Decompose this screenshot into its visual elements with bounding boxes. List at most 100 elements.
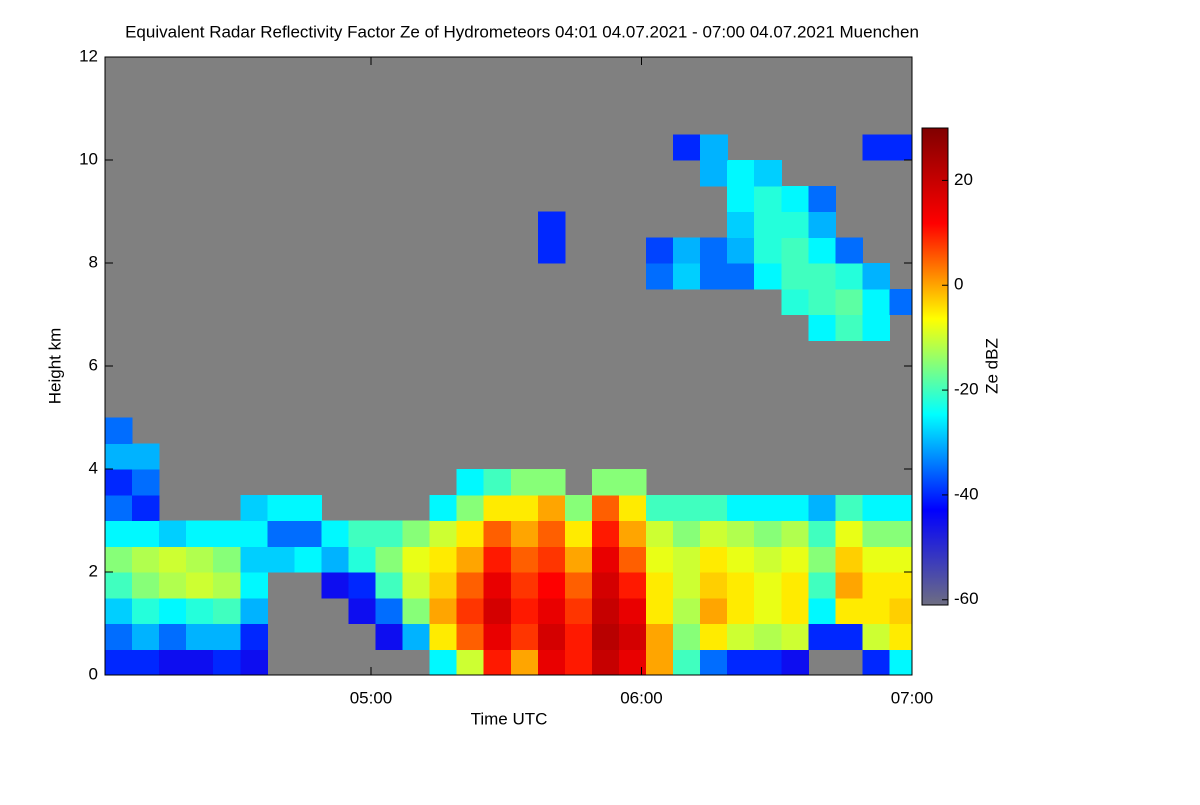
heat-cell [835, 572, 864, 599]
heat-cell [700, 237, 728, 264]
heat-cell [673, 237, 701, 264]
heat-cell [646, 546, 674, 573]
heat-cell [862, 263, 891, 290]
heat-cell [646, 494, 674, 522]
heat-cell [889, 623, 912, 650]
heat-cell [808, 623, 836, 650]
heat-cell [700, 494, 728, 522]
heat-cell [564, 597, 593, 625]
heat-cell [159, 597, 187, 625]
heat-cell [700, 520, 728, 547]
heat-cell [240, 494, 268, 522]
heat-cell [700, 134, 728, 161]
heat-cell [700, 546, 728, 573]
heat-cell [646, 520, 674, 547]
heat-cell [564, 649, 593, 675]
heat-cell [348, 520, 377, 547]
heat-cell [862, 288, 891, 316]
heat-cell [429, 546, 458, 573]
heat-cell [808, 288, 836, 316]
colorbar-tick-label: -60 [954, 589, 979, 608]
heat-cell [240, 572, 268, 599]
heat-cell [835, 546, 864, 573]
heat-cell [186, 649, 214, 675]
heat-cell [105, 623, 133, 650]
heat-cell [889, 649, 912, 675]
heat-cell [754, 263, 782, 290]
heat-cell [781, 649, 809, 675]
heat-cell [348, 546, 377, 573]
heat-cell [808, 185, 836, 213]
heat-cell [186, 520, 214, 547]
heat-cell [105, 494, 133, 522]
heat-cell [456, 469, 485, 496]
heat-cell [537, 494, 566, 522]
heat-cell [186, 623, 214, 650]
colorbar [921, 127, 949, 606]
chart-title: Equivalent Radar Reflectivity Factor Ze … [125, 22, 919, 41]
y-tick-label: 0 [89, 664, 98, 683]
heat-cell [186, 546, 214, 573]
heat-cell [240, 520, 268, 547]
heat-cell [456, 649, 485, 675]
heat-cell [618, 520, 647, 547]
colorbar-tick-label: 20 [954, 170, 973, 189]
heat-cell [537, 572, 566, 599]
heat-cell [429, 520, 458, 547]
heat-cell [402, 623, 431, 650]
heat-cell [700, 649, 728, 675]
heat-cell [132, 546, 160, 573]
heat-cell [240, 546, 268, 573]
heat-cell [591, 469, 620, 496]
heat-cell [483, 469, 512, 496]
heat-cell [646, 572, 674, 599]
heat-cell [456, 546, 485, 573]
heat-cell [727, 572, 755, 599]
heat-cell [375, 597, 404, 625]
heat-cell [240, 597, 268, 625]
heat-cell [618, 469, 647, 496]
heat-cell [754, 649, 782, 675]
heat-cell [132, 520, 160, 547]
heat-cell [646, 597, 674, 625]
heat-cell [402, 520, 431, 547]
heat-cell [483, 546, 512, 573]
heat-cell [348, 597, 377, 625]
colorbar-tick-label: -20 [954, 380, 979, 399]
heat-cell [835, 520, 864, 547]
heat-cell [781, 211, 809, 238]
heat-cell [781, 263, 809, 290]
heat-cell [618, 572, 647, 599]
heat-cell [673, 263, 701, 290]
heat-cell [456, 520, 485, 547]
heat-cell [835, 237, 864, 264]
heat-cell [510, 520, 539, 547]
heat-cell [754, 185, 782, 213]
heat-cell [537, 211, 566, 238]
heat-cell [835, 263, 864, 290]
heat-cell [862, 649, 891, 675]
heat-cell [727, 649, 755, 675]
y-tick-label: 2 [89, 561, 98, 580]
heat-cell [429, 597, 458, 625]
heat-cell [294, 546, 323, 573]
heat-cell [591, 494, 620, 522]
heat-cell [105, 597, 133, 625]
heat-cell [835, 494, 864, 522]
heat-cell [808, 546, 836, 573]
heat-cell [429, 623, 458, 650]
heat-cell [673, 494, 701, 522]
heat-cell [862, 623, 891, 650]
heat-cell [132, 597, 160, 625]
heat-cell [727, 185, 755, 213]
heat-cell [267, 520, 295, 547]
heat-cell [673, 572, 701, 599]
heat-cell [537, 520, 566, 547]
heat-cell [132, 649, 160, 675]
heat-cell [618, 649, 647, 675]
heat-cell [673, 520, 701, 547]
heat-cell [105, 417, 133, 444]
heat-cell [673, 134, 701, 161]
heat-cell [808, 211, 836, 238]
